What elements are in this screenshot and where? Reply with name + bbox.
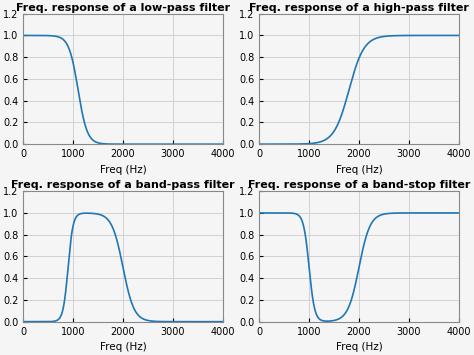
Title: Freq. response of a band-pass filter: Freq. response of a band-pass filter xyxy=(11,180,235,190)
X-axis label: Freq (Hz): Freq (Hz) xyxy=(100,165,146,175)
X-axis label: Freq (Hz): Freq (Hz) xyxy=(336,342,383,352)
Title: Freq. response of a low-pass filter: Freq. response of a low-pass filter xyxy=(16,3,230,13)
X-axis label: Freq (Hz): Freq (Hz) xyxy=(336,165,383,175)
Title: Freq. response of a band-stop filter: Freq. response of a band-stop filter xyxy=(248,180,470,190)
Title: Freq. response of a high-pass filter: Freq. response of a high-pass filter xyxy=(249,3,469,13)
X-axis label: Freq (Hz): Freq (Hz) xyxy=(100,342,146,352)
